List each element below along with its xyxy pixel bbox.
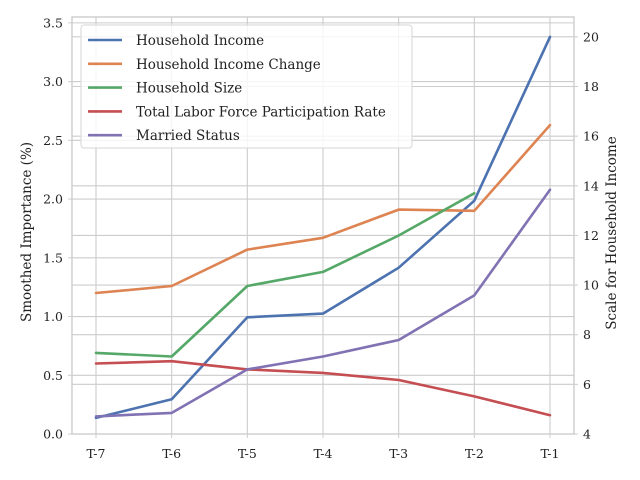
y2-axis-label: Scale for Household Income: [604, 136, 620, 329]
y-tick-label: 0.5: [43, 368, 63, 383]
x-tick-label: T-4: [314, 446, 333, 461]
y-tick-label: 1.5: [43, 250, 63, 265]
y-tick-label: 2.0: [43, 192, 63, 207]
legend-label-household-size: Household Size: [136, 81, 242, 97]
x-tick-label: T-1: [541, 446, 560, 461]
y-tick-label: 3.5: [43, 15, 63, 30]
x-tick-label: T-5: [238, 446, 257, 461]
legend-label-total-labor-force-participation-rate: Total Labor Force Participation Rate: [136, 104, 386, 120]
y2-tick-label: 18: [583, 79, 599, 94]
y-tick-label: 3.0: [43, 74, 63, 89]
y-tick-label: 2.5: [43, 133, 63, 148]
legend-label-household-income-change: Household Income Change: [136, 57, 321, 73]
plot-frame: [71, 16, 575, 435]
y2-tick-label: 20: [583, 29, 599, 44]
y2-tick-label: 16: [583, 129, 599, 144]
y2-tick-label: 12: [583, 228, 599, 243]
series-line-household-size: [94, 191, 476, 358]
legend-box: [80, 24, 413, 149]
y2-tick-label: 10: [583, 278, 599, 293]
legend-label-household-income: Household Income: [136, 33, 264, 49]
y2-tick-label: 4: [583, 427, 591, 442]
legend: Household Income Household Income Change H…: [80, 24, 413, 149]
y2-tick-label: 14: [583, 178, 599, 193]
x-tick-label: T-7: [87, 446, 106, 461]
y-tick-label: 1.0: [43, 309, 63, 324]
series-line-married-status: [94, 188, 552, 418]
series-line-household-income: [94, 35, 552, 420]
y2-tick-label: 8: [583, 327, 591, 342]
series-line-total-labor-force-participation-rate: [94, 359, 552, 417]
x-tick-label: T-2: [465, 446, 484, 461]
series-line-household-income-change: [94, 123, 552, 295]
series-lines: [94, 35, 552, 420]
x-tick-label: T-3: [389, 446, 408, 461]
y-axis-label: Smoothed Importance (%): [19, 142, 35, 322]
tick-labels: T-7 T-6 T-5 T-4 T-3 T-2 T-1 0.0 0.5 1.0 1.5 2.0 2.5 3…: [43, 15, 599, 461]
y-tick-label: 0.0: [43, 427, 63, 442]
axes-spines: [71, 16, 575, 435]
legend-label-married-status: Married Status: [136, 128, 240, 144]
y2-tick-label: 6: [583, 377, 591, 392]
x-tick-label: T-6: [162, 446, 181, 461]
